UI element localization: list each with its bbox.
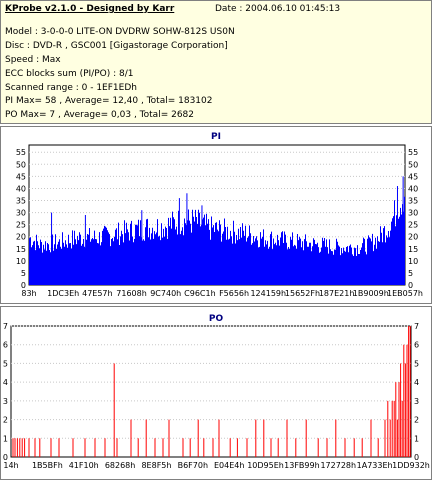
scanned-range: Scanned range : 0 - 1EF1EDh bbox=[5, 83, 137, 93]
po-y-tick-label: 1 bbox=[3, 434, 8, 443]
po-y-tick-label: 7 bbox=[3, 322, 8, 331]
pi-y-tick-label: 35 bbox=[16, 197, 26, 206]
po-chart-title: PO bbox=[209, 314, 224, 324]
pi-y-tick-label: 45 bbox=[16, 172, 26, 181]
po-y-tick-label-right: 6 bbox=[414, 341, 419, 350]
pi-y-tick-label-right: 35 bbox=[408, 197, 418, 206]
pi-x-tick-label: 47E57h bbox=[82, 289, 112, 298]
pi-y-tick-label: 30 bbox=[16, 209, 26, 218]
pi-x-tick-label: F5656h bbox=[219, 289, 249, 298]
scan-date: Date : 2004.06.10 01:45:13 bbox=[215, 4, 341, 14]
pi-y-tick-label: 5 bbox=[21, 269, 26, 278]
po-x-tick-label: 68268h bbox=[105, 461, 136, 470]
ecc-info: ECC blocks sum (PI/PO) : 8/1 bbox=[5, 69, 134, 79]
pi-y-tick-label-right: 0 bbox=[408, 281, 413, 290]
po-plot-area bbox=[10, 325, 412, 458]
po-y-tick-label-right: 4 bbox=[414, 378, 419, 387]
po-x-tick-label: 1B5BFh bbox=[32, 461, 63, 470]
pi-y-tick-label-right: 20 bbox=[408, 233, 418, 242]
pi-x-tick-label: 83h bbox=[21, 289, 36, 298]
pi-y-tick-label-right: 55 bbox=[408, 148, 418, 157]
pi-y-tick-label-right: 15 bbox=[408, 245, 418, 254]
po-y-tick-label-right: 5 bbox=[414, 359, 419, 368]
pi-y-tick-label: 55 bbox=[16, 148, 26, 157]
po-x-tick-label: B6F70h bbox=[178, 461, 208, 470]
pi-y-tick-label-right: 50 bbox=[408, 160, 418, 169]
pi-x-tick-label: 1B9009h bbox=[353, 289, 389, 298]
pi-y-tick-label-right: 45 bbox=[408, 172, 418, 181]
pi-y-tick-label: 50 bbox=[16, 160, 26, 169]
po-chart-panel: PO 0 0 1 1 2 2 3 3 4 4 5 5 6 6 7 7 14h 1B5BFh 41F10h 68268h… bbox=[0, 306, 432, 480]
pi-y-tick-label-right: 5 bbox=[408, 269, 413, 278]
pi-chart-panel: PI 0 0 5 5 10 10 15 15 20 20 25 25 30 30 35 35 40 40 45 45 5… bbox=[0, 126, 432, 304]
po-y-tick-label: 4 bbox=[3, 378, 8, 387]
pi-y-tick-label: 15 bbox=[16, 245, 26, 254]
po-x-tick-label: 172728h bbox=[320, 461, 356, 470]
po-x-tick-label: 13FB99h bbox=[284, 461, 320, 470]
pi-y-tick-label: 25 bbox=[16, 221, 26, 230]
pi-bars bbox=[29, 196, 405, 285]
po-y-tick-label-right: 0 bbox=[414, 453, 419, 462]
po-y-tick-label: 5 bbox=[3, 359, 8, 368]
drive-model: Model : 3-0-0-0 LITE-ON DVDRW SOHW-812S … bbox=[5, 27, 235, 37]
po-y-tick-label-right: 7 bbox=[414, 322, 419, 331]
speed-info: Speed : Max bbox=[5, 55, 61, 65]
pi-y-tick-label: 10 bbox=[16, 257, 26, 266]
pi-y-tick-label-right: 30 bbox=[408, 209, 418, 218]
po-x-tick-label: 1DD932h bbox=[392, 461, 430, 470]
po-y-tick-label-right: 3 bbox=[414, 397, 419, 406]
disc-info: Disc : DVD-R , GSC001 [Gigastorage Corpo… bbox=[5, 41, 228, 51]
pi-y-tick-label-right: 25 bbox=[408, 221, 418, 230]
pi-y-tick-label: 40 bbox=[16, 184, 26, 193]
po-y-tick-label: 0 bbox=[3, 453, 8, 462]
pi-x-tick-label: 71608h bbox=[116, 289, 147, 298]
pi-x-tick-label: 187E21h bbox=[319, 289, 355, 298]
pi-x-tick-label: 9C740h bbox=[150, 289, 181, 298]
pi-y-tick-label-right: 10 bbox=[408, 257, 418, 266]
po-y-tick-label: 3 bbox=[3, 397, 8, 406]
po-x-tick-label: E04E4h bbox=[214, 461, 244, 470]
po-x-tick-label: 10D95Eh bbox=[247, 461, 284, 470]
po-y-tick-label: 6 bbox=[3, 341, 8, 350]
po-y-tick-label-right: 1 bbox=[414, 434, 419, 443]
po-x-tick-label: 14h bbox=[3, 461, 18, 470]
po-chart: PO 0 0 1 1 2 2 3 3 4 4 5 5 6 6 7 7 14h 1B5BFh 41F10h 68268h… bbox=[3, 314, 430, 470]
pi-x-tick-label: 1EB057h bbox=[387, 289, 423, 298]
po-x-tick-label: 41F10h bbox=[69, 461, 99, 470]
pi-x-tick-label: 124159h bbox=[250, 289, 286, 298]
po-stats: PO Max= 7 , Average= 0,03 , Total= 2682 bbox=[5, 110, 194, 120]
pi-y-tick-label: 0 bbox=[21, 281, 26, 290]
pi-stats: PI Max= 58 , Average= 12,40 , Total= 183… bbox=[5, 96, 213, 106]
po-x-tick-label: 1A733Eh bbox=[357, 461, 393, 470]
pi-y-tick-label-right: 40 bbox=[408, 184, 418, 193]
pi-x-tick-label: 15652Fh bbox=[285, 289, 320, 298]
app-title: KProbe v2.1.0 - Designed by Karr bbox=[5, 4, 175, 14]
info-panel: KProbe v2.1.0 - Designed by Karr Date : … bbox=[0, 0, 432, 124]
po-x-tick-label: 8E8F5h bbox=[141, 461, 171, 470]
pi-x-tick-label: C96C1h bbox=[184, 289, 216, 298]
pi-x-tick-label: 1DC3Eh bbox=[47, 289, 79, 298]
po-y-tick-label-right: 2 bbox=[414, 416, 419, 425]
pi-y-tick-label: 20 bbox=[16, 233, 26, 242]
pi-chart-title: PI bbox=[211, 132, 221, 142]
po-y-tick-label: 2 bbox=[3, 416, 8, 425]
